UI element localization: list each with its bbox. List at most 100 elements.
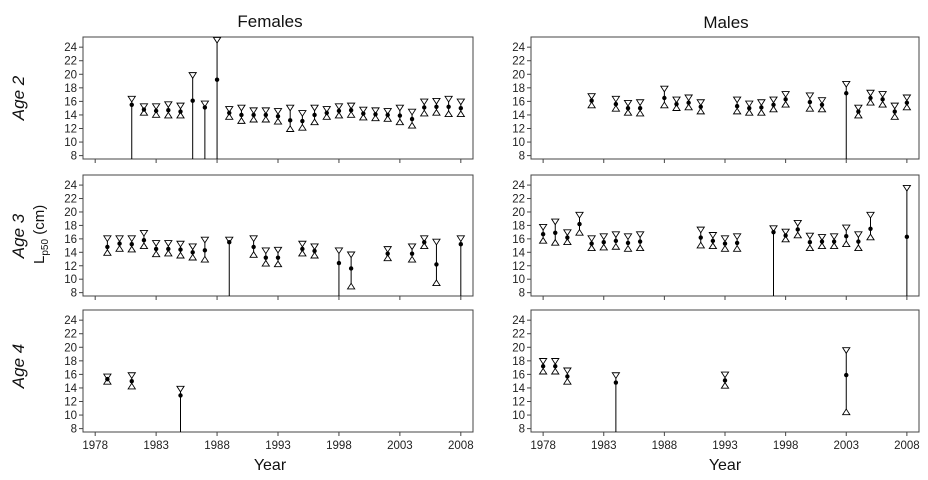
upper-limit-marker — [599, 233, 609, 241]
upper-limit-marker — [781, 228, 791, 236]
y-tick-label: 16 — [64, 369, 77, 381]
y-tick-label: 14 — [64, 247, 77, 259]
y-tick-label: 24 — [512, 315, 525, 327]
upper-limit-marker — [407, 243, 417, 251]
upper-limit-marker — [575, 211, 584, 219]
upper-limit-marker — [841, 80, 851, 88]
upper-limit-marker — [151, 103, 161, 111]
lower-limit-marker — [744, 108, 754, 116]
y-tick-label: 18 — [64, 356, 77, 368]
lower-limit-marker — [696, 241, 706, 249]
data-point — [771, 229, 776, 235]
panel-frame — [530, 309, 920, 433]
data-point — [807, 99, 813, 105]
lower-limit-marker — [310, 251, 319, 259]
lower-limit-marker — [817, 105, 827, 113]
lower-limit-marker — [623, 244, 633, 252]
upper-limit-marker — [623, 99, 633, 107]
upper-limit-marker — [322, 106, 332, 113]
upper-limit-marker — [371, 107, 380, 115]
upper-limit-marker — [383, 108, 393, 115]
y-tick-label: 10 — [512, 274, 525, 286]
data-point — [637, 105, 643, 111]
upper-limit-marker — [419, 98, 429, 106]
data-point — [312, 248, 317, 254]
lower-limit-marker — [383, 114, 393, 122]
data-point — [312, 112, 317, 118]
x-axis-title-males: Year — [709, 457, 742, 474]
x-tick-label: 1983 — [591, 440, 617, 452]
data-point — [844, 233, 849, 239]
upper-limit-marker — [841, 224, 851, 232]
y-tick-label: 20 — [64, 207, 77, 219]
upper-limit-marker — [829, 233, 839, 241]
upper-limit-marker — [550, 218, 560, 226]
data-point — [239, 112, 244, 118]
upper-limit-marker — [224, 106, 234, 113]
panel-frame — [82, 36, 474, 160]
lower-limit-marker — [346, 110, 356, 118]
y-tick-label: 22 — [64, 329, 77, 341]
data-point — [747, 105, 752, 111]
data-point — [613, 380, 619, 385]
lower-limit-marker — [696, 107, 706, 115]
data-point — [553, 364, 558, 369]
y-tick-label: 10 — [64, 410, 77, 422]
upper-limit-marker — [793, 219, 803, 227]
data-point — [613, 238, 619, 244]
lower-limit-marker — [151, 250, 161, 258]
data-point — [287, 118, 293, 123]
lower-limit-marker — [334, 111, 344, 119]
data-point — [409, 116, 415, 122]
lower-limit-marker — [538, 367, 548, 375]
upper-limit-marker — [756, 99, 766, 107]
lower-limit-marker — [793, 231, 803, 239]
data-point — [540, 364, 546, 369]
data-point — [141, 107, 147, 112]
y-tick-label: 22 — [512, 194, 525, 206]
upper-limit-marker — [456, 98, 466, 106]
data-point — [734, 103, 740, 109]
row-label-age-3: Age 3 — [9, 213, 28, 259]
lower-limit-marker — [575, 228, 584, 236]
x-tick-label: 1988 — [652, 440, 678, 452]
upper-limit-marker — [853, 104, 863, 112]
lower-limit-marker — [805, 244, 815, 252]
data-point — [722, 378, 728, 383]
y-tick-label: 18 — [512, 220, 525, 232]
lower-limit-marker — [781, 235, 791, 243]
lower-limit-marker — [756, 108, 766, 116]
data-point — [783, 97, 788, 102]
upper-limit-marker — [744, 100, 754, 108]
lower-limit-marker — [841, 408, 851, 416]
data-point — [686, 100, 691, 105]
lower-limit-marker — [261, 115, 271, 123]
upper-limit-marker — [237, 104, 246, 112]
lower-limit-marker — [407, 121, 417, 129]
upper-limit-marker — [212, 36, 222, 44]
y-tick-label: 14 — [64, 110, 77, 122]
y-tick-label: 8 — [519, 151, 525, 163]
column-title-males: Males — [703, 13, 748, 32]
upper-limit-marker — [163, 240, 173, 247]
lower-limit-marker — [635, 109, 645, 117]
y-tick-label: 24 — [64, 315, 77, 327]
x-tick-label: 2008 — [894, 440, 920, 452]
x-tick-label: 1988 — [204, 440, 230, 452]
upper-limit-marker — [732, 96, 742, 104]
upper-limit-marker — [127, 95, 137, 103]
lower-limit-marker — [127, 382, 137, 390]
upper-limit-marker — [587, 93, 597, 101]
data-point — [300, 246, 305, 252]
data-point — [251, 244, 256, 250]
lower-limit-marker — [127, 245, 137, 253]
x-tick-label: 1978 — [82, 440, 108, 452]
upper-limit-marker — [623, 233, 633, 241]
upper-limit-marker — [249, 235, 259, 243]
data-point — [458, 242, 464, 247]
data-point — [674, 101, 679, 107]
data-point — [422, 240, 427, 245]
lower-limit-marker — [285, 125, 295, 132]
